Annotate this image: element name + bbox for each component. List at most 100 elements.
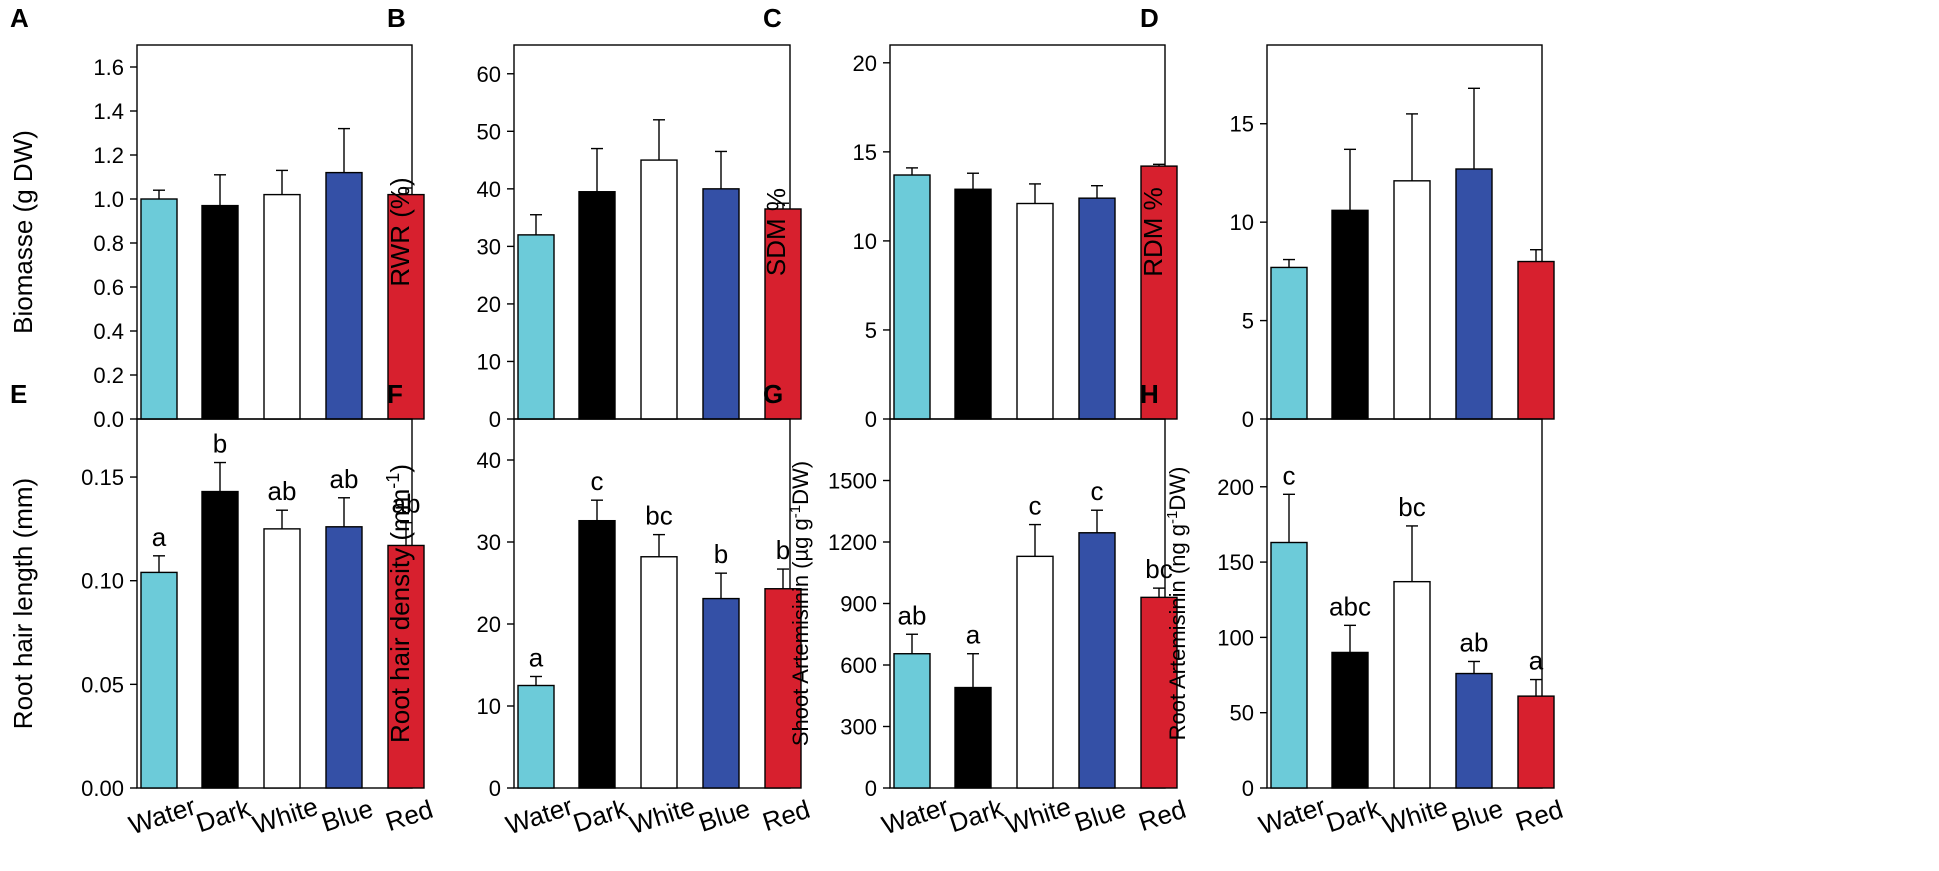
bar-white (1393, 180, 1431, 420)
y-tick-label: 0.2 (93, 363, 124, 388)
panel-letter: A (10, 3, 29, 33)
panel-letter: H (1140, 379, 1159, 409)
y-tick-label: 10 (1230, 210, 1254, 235)
y-tick-label: 200 (1217, 475, 1254, 500)
significance-letter: a (1529, 646, 1544, 676)
bar-dark (578, 519, 616, 789)
significance-letter: a (152, 522, 167, 552)
bar-dark (1331, 651, 1369, 789)
bar-blue (1078, 532, 1116, 789)
y-tick-label: 10 (853, 229, 877, 254)
panel-d: D 0 5 10 15 RDM % (1138, 3, 1555, 432)
x-category-label: White (626, 791, 698, 840)
panel-letter: D (1140, 3, 1159, 33)
y-tick-label: 30 (477, 530, 501, 555)
significance-letter: a (529, 642, 544, 672)
significance-letter: ab (1460, 627, 1489, 657)
bar-blue (325, 526, 363, 789)
y-tick-label: 0.8 (93, 231, 124, 256)
y-tick-label: 150 (1217, 550, 1254, 575)
x-category-label: Red (382, 794, 437, 837)
bar-white (263, 193, 301, 420)
x-category-label: Red (1512, 794, 1567, 837)
x-category-label: Dark (945, 792, 1007, 838)
y-tick-label: 20 (853, 51, 877, 76)
bar-blue (325, 171, 363, 420)
bar-white (640, 556, 678, 789)
panel-c: C 0 5 10 15 20 SDM % (761, 3, 1178, 432)
y-tick-label: 0.0 (93, 407, 124, 432)
significance-letter: c (1283, 460, 1296, 490)
x-category-label: Water (1255, 791, 1330, 841)
y-tick-label: 0.05 (81, 672, 124, 697)
y-tick-label: 5 (1242, 309, 1254, 334)
y-tick-label: 300 (840, 715, 877, 740)
y-tick-label: 0.15 (81, 465, 124, 490)
y-tick-label: 50 (1230, 701, 1254, 726)
y-tick-label: 1.6 (93, 55, 124, 80)
significance-letter: ab (330, 464, 359, 494)
y-tick-label: 0.00 (81, 776, 124, 801)
bar-blue (1455, 672, 1493, 789)
bar-blue (1455, 168, 1493, 420)
bar-water (140, 198, 178, 420)
x-category-label: Water (125, 791, 200, 841)
y-tick-label: 0 (865, 776, 877, 801)
panel-letter: F (387, 379, 403, 409)
x-category-label: Blue (1071, 793, 1130, 838)
panel-letter: G (763, 379, 783, 409)
x-category-label: Blue (1448, 793, 1507, 838)
bar-dark (578, 191, 616, 420)
y-tick-label: 0 (1242, 776, 1254, 801)
significance-letter: b (776, 535, 790, 565)
y-tick-label: 1.4 (93, 99, 124, 124)
x-category-label: Blue (318, 793, 377, 838)
x-category-label: Blue (695, 793, 754, 838)
y-tick-label: 600 (840, 653, 877, 678)
bar-water (517, 684, 555, 789)
bar-dark (954, 686, 992, 789)
y-tick-label: 900 (840, 592, 877, 617)
y-tick-label: 5 (865, 318, 877, 343)
y-tick-label: 0 (1242, 407, 1254, 432)
y-axis-label: Root Artemisinin (ng g-1DW) (1164, 467, 1191, 741)
bar-white (1016, 202, 1054, 420)
bar-red (1140, 165, 1178, 420)
y-tick-label: 0 (865, 407, 877, 432)
y-tick-label: 40 (477, 177, 501, 202)
x-category-label: White (1379, 791, 1451, 840)
y-tick-label: 1200 (828, 530, 877, 555)
significance-letter: ab (898, 600, 927, 630)
bar-white (640, 159, 678, 420)
panel-f: F 0 10 20 30 40 Root hair density (mm-1) a c bc b b… (383, 379, 814, 840)
x-category-label: Water (878, 791, 953, 841)
significance-letter: bc (1398, 492, 1425, 522)
bar-red (1517, 260, 1555, 420)
y-tick-label: 50 (477, 119, 501, 144)
bar-blue (702, 188, 740, 420)
bar-water (517, 234, 555, 420)
y-axis-label: RDM % (1138, 187, 1168, 277)
y-tick-label: 0 (489, 407, 501, 432)
bar-dark (954, 188, 992, 420)
x-category-label: Water (502, 791, 577, 841)
significance-letter: ab (268, 476, 297, 506)
bar-red (1517, 695, 1555, 789)
panel-g: G 0 300 600 900 1200 1500 Shoot Artemisinin (µg… (763, 379, 1190, 840)
y-tick-label: 15 (1230, 112, 1254, 137)
y-tick-label: 10 (477, 694, 501, 719)
y-tick-label: 20 (477, 612, 501, 637)
y-tick-label: 0 (489, 776, 501, 801)
y-axis-label: Shoot Artemisinin (µg g-1DW) (787, 461, 814, 746)
panel-letter: C (763, 3, 782, 33)
bar-red (764, 208, 802, 420)
y-axis-label: Root hair length (mm) (8, 478, 38, 729)
y-tick-label: 100 (1217, 625, 1254, 650)
significance-letter: b (714, 539, 728, 569)
bar-red (387, 544, 425, 789)
bar-water (1270, 541, 1308, 789)
y-tick-label: 1500 (828, 469, 877, 494)
bar-dark (201, 204, 239, 420)
y-tick-label: 20 (477, 292, 501, 317)
